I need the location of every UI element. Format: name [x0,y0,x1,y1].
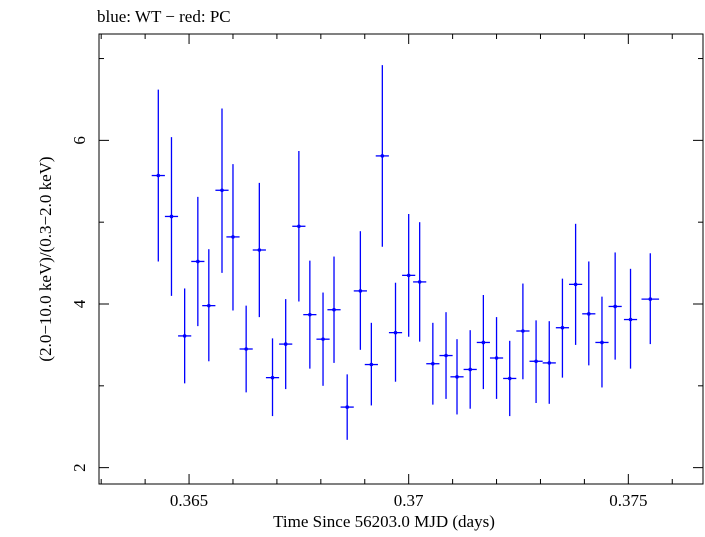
data-marker [534,359,538,364]
data-marker [345,405,349,409]
data-marker [547,361,552,365]
data-marker [321,337,325,341]
data-point [569,223,583,345]
data-point [215,108,229,273]
data-point [641,253,660,345]
plot-frame [98,33,704,485]
x-tick-label: 0.37 [394,491,424,510]
data-point [476,295,490,390]
x-axis-ticks: 0.365 0.37 0.375 [100,34,673,510]
y-tick-label: 4 [70,299,89,308]
x-axis-label: Time Since 56203.0 MJD (days) [273,512,495,531]
data-point [364,322,378,406]
data-marker [613,304,617,309]
data-marker [380,154,385,158]
chart-title: blue: WT − red: PC [97,7,231,26]
y-axis-ticks: 2 4 6 [70,58,703,472]
data-marker [358,289,363,293]
data-point [608,252,622,360]
data-point [555,278,570,378]
data-point [463,330,477,409]
data-marker [494,356,499,360]
data-marker [257,248,262,252]
data-marker [169,214,174,219]
data-point [516,283,530,380]
data-point [450,339,464,415]
data-marker [393,330,398,335]
data-point [413,222,427,342]
data-marker [406,273,411,278]
data-marker [560,325,565,330]
x-tick-label: 0.365 [170,491,208,510]
data-marker [600,340,604,345]
data-marker [628,317,633,322]
y-tick-label: 6 [70,136,89,145]
data-point [327,256,341,363]
data-marker [417,280,422,284]
data-marker [586,312,591,316]
data-point [252,182,266,318]
data-point [316,292,330,386]
data-point [489,317,504,399]
data-point [542,321,556,404]
data-marker [182,334,187,338]
data-point [303,260,317,369]
data-series-layer [151,65,660,440]
data-marker [332,307,336,312]
data-point [529,320,543,403]
data-marker [507,376,512,381]
data-point [279,299,293,390]
data-marker [444,353,448,358]
data-point [402,214,416,337]
data-point [292,151,306,302]
data-marker [196,259,200,264]
data-marker [220,188,224,193]
data-marker [297,224,301,229]
data-point [265,338,280,417]
data-point [151,89,165,262]
data-point [503,340,517,417]
data-point [582,261,596,366]
data-point [388,282,403,382]
data-marker [481,340,486,345]
data-marker [648,297,653,301]
data-marker [156,173,161,178]
data-point [202,249,216,362]
y-axis-label: (2.0−10.0 keV)/(0.3−2.0 keV) [36,156,55,361]
data-point [623,268,638,369]
data-marker [308,312,312,317]
data-marker [431,361,435,366]
data-marker [521,329,525,333]
data-marker [468,367,472,372]
data-point [353,231,367,350]
data-marker [231,235,235,239]
data-point [595,296,609,388]
data-point [340,374,354,440]
data-point [239,305,253,393]
data-point [178,288,192,384]
data-point [164,137,179,296]
data-marker [283,342,288,346]
data-marker [369,362,374,367]
data-point [439,312,453,399]
y-tick-label: 2 [70,463,89,472]
data-point [191,196,205,327]
data-point [226,164,240,311]
series-wt [151,65,660,440]
x-tick-label: 0.375 [609,491,647,510]
data-marker [244,347,248,351]
data-marker [207,303,211,308]
data-point [426,322,440,405]
data-marker [573,282,578,287]
data-point [375,65,389,247]
data-marker [270,375,275,380]
data-marker [455,375,459,379]
